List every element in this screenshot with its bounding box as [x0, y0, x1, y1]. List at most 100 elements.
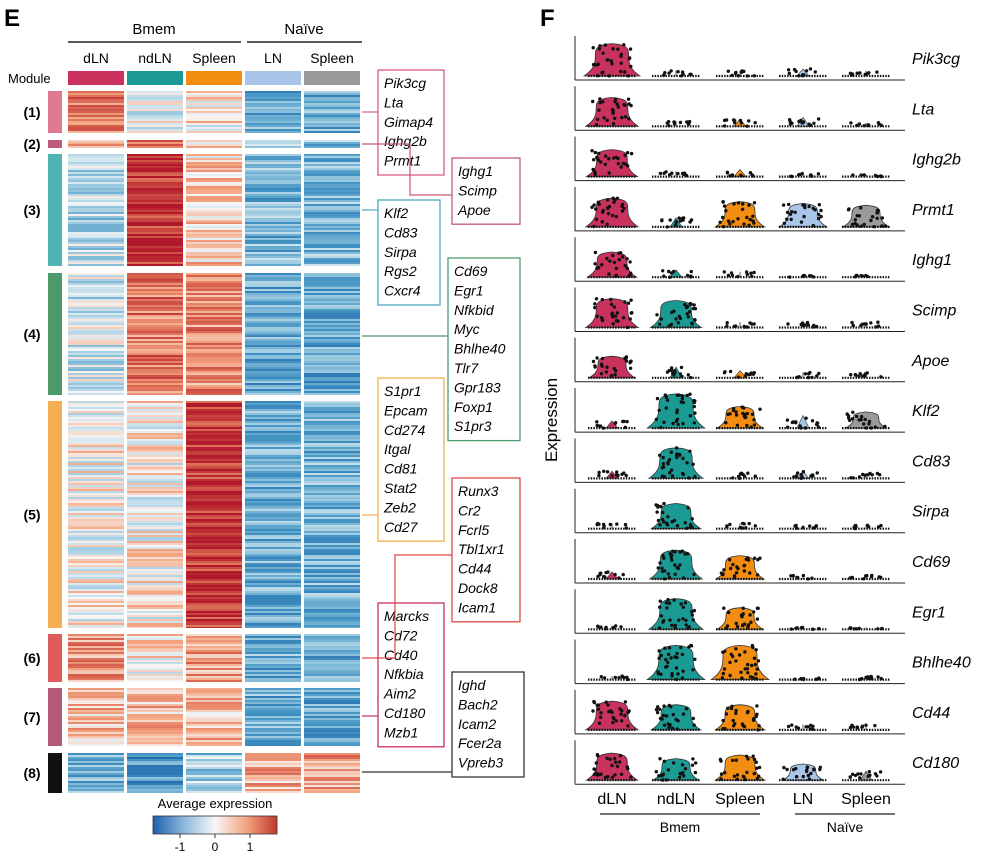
data-point	[754, 760, 758, 764]
heatmap-cell	[127, 473, 183, 475]
data-point	[654, 417, 658, 422]
heatmap-cell	[304, 670, 360, 672]
heatmap-cell	[127, 543, 183, 545]
data-point	[621, 316, 626, 320]
data-point	[869, 321, 873, 325]
heatmap-cell	[127, 331, 183, 333]
heatmap-cell	[68, 495, 124, 497]
data-point	[658, 757, 662, 761]
heatmap-cell	[68, 295, 124, 297]
data-point	[660, 566, 664, 570]
heatmap-cell	[245, 315, 301, 317]
heatmap-cell	[186, 228, 242, 230]
data-point	[804, 426, 808, 430]
heatmap-cell	[68, 252, 124, 254]
data-point	[747, 119, 751, 123]
heatmap-cell	[245, 192, 301, 194]
heatmap-cell	[304, 734, 360, 736]
data-point	[667, 124, 671, 128]
data-point	[659, 425, 663, 430]
heatmap-cell	[127, 533, 183, 535]
data-point	[748, 571, 752, 575]
heatmap-cell	[127, 710, 183, 712]
data-point	[721, 225, 725, 229]
heatmap-cell	[68, 680, 124, 682]
heatmap-cell	[68, 513, 124, 515]
violin-row: Ighg2b	[574, 136, 961, 182]
data-point	[752, 74, 756, 78]
data-point	[733, 71, 738, 76]
heatmap-cell	[245, 459, 301, 461]
data-point	[793, 677, 797, 681]
heatmap-cell	[68, 611, 124, 613]
heatmap-cell	[304, 325, 360, 327]
heatmap-cell	[304, 113, 360, 115]
heatmap-cell	[68, 375, 124, 377]
heatmap-cell	[245, 158, 301, 160]
data-point	[686, 373, 690, 377]
heatmap-cell	[68, 238, 124, 240]
heatmap-cell	[68, 182, 124, 184]
data-point	[747, 203, 751, 207]
data-point	[625, 151, 630, 155]
data-point	[750, 173, 754, 177]
heatmap-cell	[186, 357, 242, 359]
data-point	[861, 577, 866, 581]
heatmap-cell	[304, 411, 360, 413]
heatmap-cell	[304, 726, 360, 728]
heatmap-cell	[245, 503, 301, 505]
data-point	[855, 726, 860, 730]
data-point	[786, 322, 790, 326]
heatmap-cell	[245, 142, 301, 144]
heatmap-cell	[186, 355, 242, 357]
colorbar-tick-label: 1	[247, 840, 254, 854]
data-point	[660, 774, 664, 778]
heatmap-cell	[127, 547, 183, 549]
data-point	[749, 425, 753, 429]
gene-row-label: Cd83	[912, 453, 950, 470]
data-point	[619, 61, 623, 65]
data-point	[799, 626, 803, 630]
data-point	[857, 626, 861, 631]
data-point	[851, 323, 855, 328]
heatmap-cell	[304, 117, 360, 119]
data-point	[685, 273, 690, 278]
data-point	[668, 471, 672, 475]
data-point	[626, 97, 631, 101]
heatmap-cell	[245, 103, 301, 105]
heatmap-cell	[245, 393, 301, 395]
heatmap-cell	[304, 224, 360, 226]
heatmap-cell	[68, 200, 124, 202]
heatmap-cell	[186, 291, 242, 293]
data-point	[788, 275, 792, 279]
heatmap-cell	[127, 407, 183, 409]
heatmap-cell	[304, 202, 360, 204]
heatmap-cell	[245, 339, 301, 341]
heatmap-cell	[304, 557, 360, 559]
data-point	[724, 626, 728, 630]
heatmap-cell	[68, 787, 124, 789]
heatmap-cell	[68, 579, 124, 581]
heatmap-cell	[127, 377, 183, 379]
heatmap-cell	[304, 200, 360, 202]
data-point	[753, 474, 757, 478]
data-point	[785, 418, 790, 422]
data-point	[862, 173, 866, 177]
heatmap-cell	[186, 753, 242, 755]
heatmap-cell	[186, 182, 242, 184]
heatmap-cell	[186, 535, 242, 537]
module-label: (8)	[23, 765, 40, 781]
heatmap-cell	[68, 329, 124, 331]
heatmap-cell	[186, 377, 242, 379]
heatmap-column-block	[245, 688, 301, 746]
heatmap-cell	[68, 234, 124, 236]
heatmap-cell	[245, 144, 301, 146]
heatmap-cell	[127, 220, 183, 222]
data-point	[750, 412, 755, 416]
heatmap-cell	[127, 571, 183, 573]
heatmap-cell	[127, 301, 183, 303]
heatmap-cell	[304, 415, 360, 417]
heatmap-cell	[127, 439, 183, 441]
heatmap-cell	[127, 305, 183, 307]
data-point	[658, 605, 662, 609]
